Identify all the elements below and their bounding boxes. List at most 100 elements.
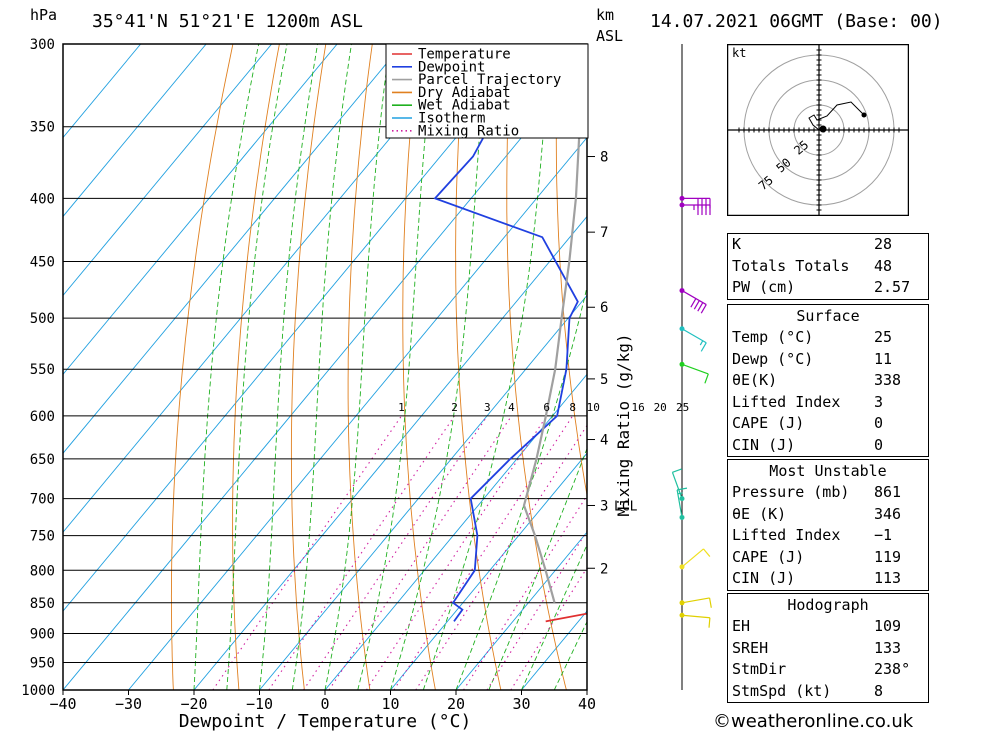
isotherm-line: [390, 452, 587, 690]
surface-row-thetae: θE(K) 338: [732, 371, 902, 389]
legend-label: Parcel Trajectory: [418, 72, 561, 88]
mixing-ratio-label: 20: [654, 401, 667, 414]
x-axis-title: Dewpoint / Temperature (°C): [179, 711, 472, 732]
dry-adiabat-line: [402, 44, 436, 690]
pressure-tick-label: 600: [30, 409, 55, 425]
storm-motion-point: [819, 125, 827, 133]
wind-barbs: [671, 44, 712, 690]
mixing-ratio-line: [212, 415, 402, 690]
pressure-tick-label: 350: [30, 120, 55, 136]
mixing-ratio-label: 3: [484, 401, 491, 414]
height-tick-label: 4: [600, 433, 608, 449]
dry-adiabat-line: [976, 44, 1000, 690]
most-unstable-title: Most Unstable: [769, 462, 887, 480]
most-unstable-panel: Most Unstable Pressure (mb) 861 θE (K) 346…: [727, 459, 929, 591]
wet-adiabat-line: [226, 44, 288, 690]
legend-label: Dry Adiabat: [418, 85, 511, 101]
isotherm-line: [63, 44, 142, 139]
x-tick-label: 0: [320, 695, 329, 713]
surface-row-dewp: Dewp (°C) 11: [732, 349, 893, 368]
wet-adiabat-line: [553, 620, 587, 690]
mixing-ratio-label: 8: [569, 401, 576, 414]
hodo-row-stmspd: StmSpd (kt) 8: [732, 681, 884, 700]
mixing-ratio-line: [303, 415, 488, 690]
hodo-row-stmdir: StmDir 238°: [732, 660, 911, 678]
pressure-unit-label: hPa: [30, 6, 57, 24]
wet-adiabat-line: [324, 44, 391, 690]
surface-row-cape: CAPE (J) 0: [732, 414, 884, 432]
pressure-tick-label: 850: [30, 596, 55, 612]
isotherm-line: [63, 57, 587, 690]
isotherm-line: [63, 44, 207, 218]
pressure-tick-label: 750: [30, 529, 55, 545]
wind-barb: [679, 612, 711, 628]
location-title: 35°41'N 51°21'E 1200m ASL: [92, 11, 363, 32]
wind-barb: [676, 487, 688, 520]
legend-label: Mixing Ratio: [418, 123, 519, 139]
wet-adiabat-line: [488, 447, 587, 690]
dry-adiabat-line: [930, 44, 1000, 690]
dry-adiabat-line: [170, 44, 234, 690]
series-line-parcel-trajectory: [522, 44, 587, 604]
mixing-ratio-label: 6: [543, 401, 550, 414]
mixing-ratio-label: 2: [451, 401, 458, 414]
mixing-ratio-labels: 1 2 3 4 6 8 10 16 20 25: [398, 401, 689, 414]
x-tick-label: −10: [246, 695, 273, 713]
mixing-ratio-label: 1: [398, 401, 405, 414]
wet-adiabat-line: [259, 44, 319, 690]
wind-barb: [671, 468, 685, 502]
wet-adiabat-line: [193, 44, 260, 690]
dry-adiabat-line: [232, 44, 280, 690]
wind-barb: [679, 361, 709, 384]
pressure-tick-label: 650: [30, 452, 55, 468]
pressure-tick-label: 900: [30, 626, 55, 642]
x-tick-label: −30: [115, 695, 142, 713]
wind-barb: [679, 326, 707, 352]
height-tick-label: 5: [600, 372, 608, 388]
hodograph-stats-panel: Hodograph EH 109 SREH 133 StmDir 238° StmSp…: [727, 593, 929, 703]
isotherm-line: [63, 44, 404, 454]
x-tick-label: 10: [381, 695, 399, 713]
pressure-tick-label: 1000: [21, 683, 55, 699]
pressure-tick-label: 800: [30, 563, 55, 579]
hodograph-stats-title: Hodograph: [787, 596, 869, 614]
isotherm-line: [324, 373, 587, 690]
legend-label: Isotherm: [418, 111, 485, 127]
surface-row-li: Lifted Index 3: [732, 392, 884, 411]
dry-adiabat-line: [290, 44, 327, 690]
pressure-tick-label: 500: [30, 311, 55, 327]
surface-title: Surface: [796, 307, 860, 325]
datetime-label: 14.07.2021 06GMT (Base: 00): [650, 11, 943, 32]
wind-barb: [679, 288, 707, 314]
surface-panel: Surface Temp (°C) 25 Dewp (°C) 11 θE(K) 338…: [727, 304, 929, 457]
hodograph-unit: kt: [732, 46, 746, 60]
mixing-ratio-axis-title: Mixing Ratio (g/kg): [614, 333, 633, 516]
isotherm-line: [63, 44, 469, 533]
wind-barb: [679, 202, 711, 216]
x-tick-label: 40: [578, 695, 596, 713]
pressure-tick-label: 550: [30, 362, 55, 378]
index-row-k: K 28: [732, 235, 893, 253]
mu-row-cin: CIN (J) 113: [732, 569, 902, 587]
height-tick-label: 7: [600, 225, 608, 241]
mixing-ratio-label: 4: [508, 401, 515, 414]
height-tick-label: 2: [600, 561, 608, 577]
wet-adiabat-line: [422, 44, 551, 690]
mixing-ratio-line: [393, 415, 574, 690]
isotherm-line: [193, 215, 587, 690]
series-line-dewpoint: [433, 44, 579, 622]
mixing-ratio-label: 16: [632, 401, 645, 414]
wind-barb: [679, 548, 711, 570]
surface-row-temp: Temp (°C) 25: [732, 328, 893, 346]
mixing-ratio-line: [415, 424, 587, 690]
profiles: [433, 44, 587, 623]
lcl-label: LCL: [614, 499, 638, 514]
height-axis: 8 7 6 5 4 3 2 LCL: [587, 150, 638, 577]
mixing-ratio-line: [365, 415, 548, 690]
mu-row-cape: CAPE (J) 119: [732, 547, 902, 566]
axis-labels: 3003504004505005506006507007508008509009…: [21, 37, 596, 713]
mu-row-thetae: θE (K) 346: [732, 504, 902, 523]
isotherm-line: [63, 44, 273, 297]
